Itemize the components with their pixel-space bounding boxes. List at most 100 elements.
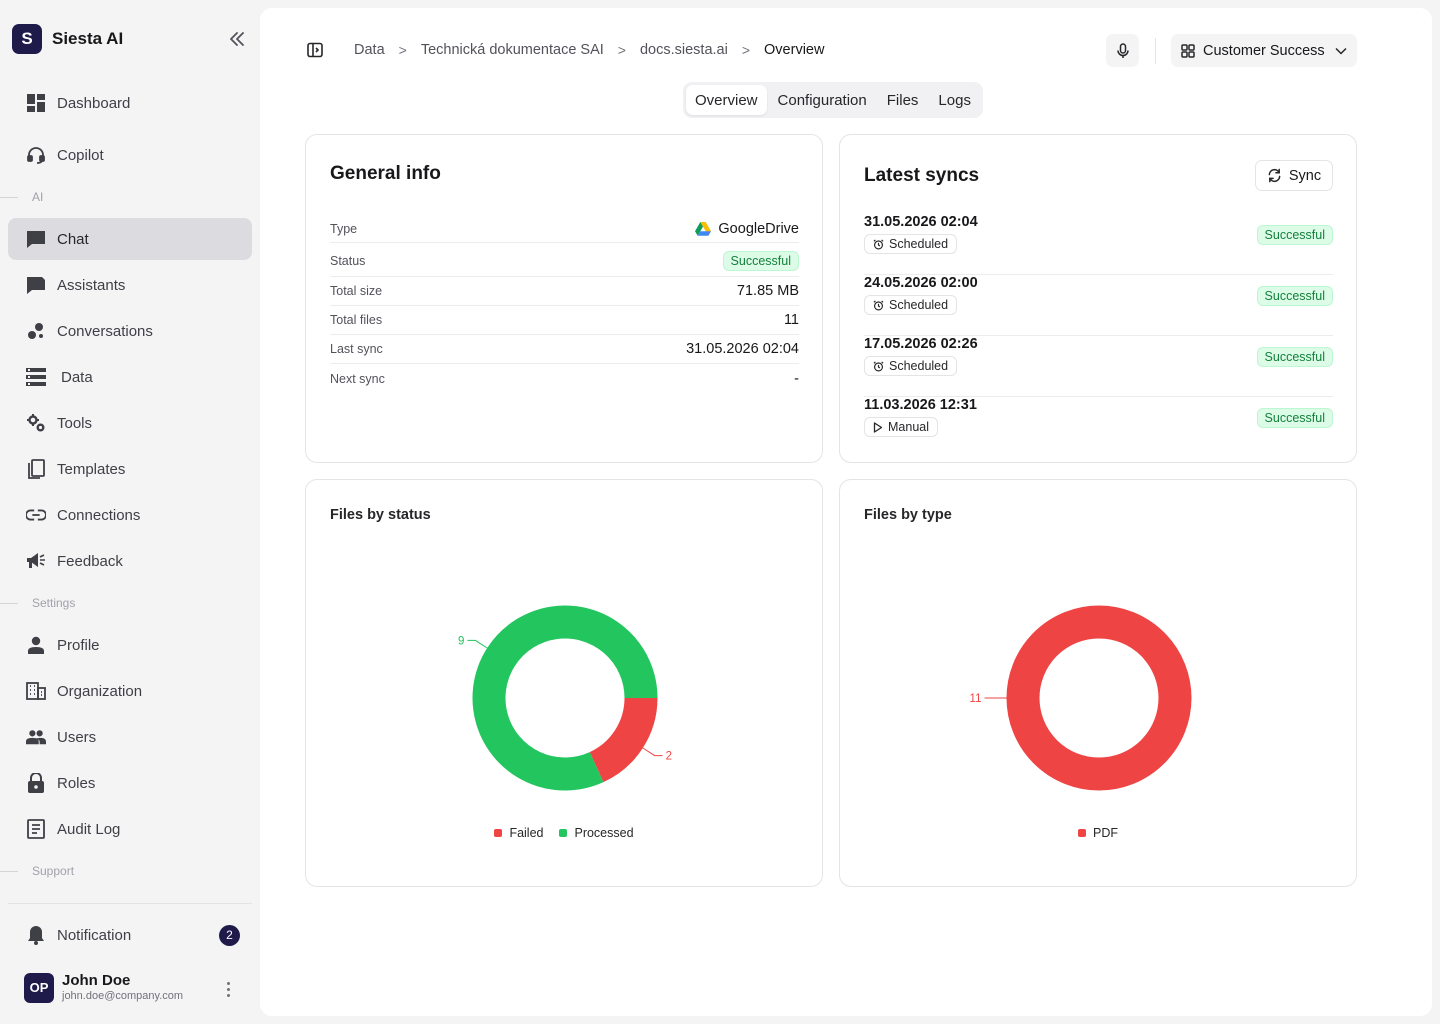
sidebar-item-label: Users — [57, 728, 97, 746]
grid-icon — [1181, 43, 1195, 58]
workspace-selector[interactable]: Customer Success — [1171, 34, 1357, 67]
sidebar-item-users[interactable]: Users — [8, 716, 252, 758]
breadcrumb-source[interactable]: docs.siesta.ai — [639, 42, 728, 58]
donut-slice-processed[interactable] — [472, 605, 658, 791]
main-panel: Data > Technická dokumentace SAI > docs.… — [260, 8, 1432, 1016]
donut-slice-failed[interactable] — [589, 697, 658, 783]
info-label: Status — [330, 253, 366, 268]
legend-swatch — [1078, 829, 1086, 837]
sidebar-item-label: Assistants — [57, 276, 126, 294]
breadcrumb-collection[interactable]: Technická dokumentace SAI — [420, 42, 604, 58]
chart-title: Files by status — [330, 507, 431, 523]
info-label: Next sync — [330, 371, 385, 386]
sync-date: 11.03.2026 12:31 — [864, 397, 977, 413]
play-icon — [873, 421, 883, 433]
sidebar-panel-icon — [307, 42, 323, 58]
sync-row: 17.05.2026 02:26 Scheduled Successful — [864, 336, 1333, 397]
google-drive-icon — [695, 221, 712, 236]
sidebar: S Siesta AI Dashboard Copilot AI Chat As… — [0, 0, 260, 1024]
tab-files[interactable]: Files — [886, 91, 919, 109]
sidebar-item-feedback[interactable]: Feedback — [8, 540, 252, 582]
chart-legend: Failed Processed — [306, 826, 822, 840]
flag-chat-icon — [26, 275, 46, 295]
sidebar-item-notification[interactable]: Notification 2 — [8, 914, 252, 956]
tab-overview[interactable]: Overview — [686, 85, 767, 115]
tab-configuration[interactable]: Configuration — [777, 91, 867, 109]
legend-label: PDF — [1093, 826, 1118, 840]
legend-label: Failed — [509, 826, 544, 840]
sidebar-item-dashboard[interactable]: Dashboard — [8, 82, 252, 124]
people-icon — [26, 727, 46, 747]
info-row-total-files: Total files 11 — [330, 306, 799, 335]
breadcrumb-data[interactable]: Data — [354, 42, 385, 58]
legend-item-pdf[interactable]: PDF — [1078, 826, 1118, 840]
microphone-button[interactable] — [1106, 34, 1139, 67]
sync-trigger-label: Scheduled — [889, 298, 949, 312]
section-label-support: Support — [0, 863, 260, 879]
person-icon — [26, 635, 46, 655]
bell-icon — [26, 925, 46, 945]
panel-toggle-button[interactable] — [306, 41, 324, 59]
sidebar-item-label: Copilot — [57, 146, 104, 164]
sync-date: 17.05.2026 02:26 — [864, 336, 978, 352]
microphone-icon — [1116, 42, 1129, 58]
sidebar-item-label: Data — [61, 368, 93, 386]
sync-row: 24.05.2026 02:00 Scheduled Successful — [864, 275, 1333, 336]
user-email: john.doe@company.com — [62, 990, 184, 1002]
legend-item-processed[interactable]: Processed — [559, 826, 634, 840]
breadcrumb: Data > Technická dokumentace SAI > docs.… — [306, 34, 824, 66]
bubbles-icon — [26, 321, 46, 341]
sidebar-item-profile[interactable]: Profile — [8, 624, 252, 666]
sidebar-item-data[interactable]: Data — [8, 356, 252, 398]
alarm-icon — [873, 238, 884, 249]
sidebar-item-conversations[interactable]: Conversations — [8, 310, 252, 352]
sidebar-item-copilot[interactable]: Copilot — [8, 134, 252, 176]
user-menu-button[interactable] — [218, 978, 238, 1000]
sidebar-item-tools[interactable]: Tools — [8, 402, 252, 444]
user-profile[interactable]: OP John Doe john.doe@company.com — [24, 972, 183, 1003]
double-chevron-left-icon — [230, 32, 244, 46]
user-name: John Doe — [62, 972, 131, 989]
sync-row: 11.03.2026 12:31 Manual Successful — [864, 397, 1333, 458]
data-label: 2 — [666, 751, 672, 763]
chat-icon — [26, 229, 46, 249]
info-label: Type — [330, 221, 358, 236]
info-label: Total files — [330, 313, 383, 327]
gears-icon — [26, 413, 46, 433]
collapse-sidebar-button[interactable] — [224, 28, 250, 50]
legend-swatch — [494, 829, 503, 837]
sync-button[interactable]: Sync — [1255, 160, 1333, 191]
sync-trigger-badge: Manual — [864, 417, 938, 437]
legend-item-failed[interactable]: Failed — [494, 826, 543, 840]
dashboard-icon — [26, 93, 46, 113]
sync-trigger-label: Manual — [888, 420, 929, 434]
files-by-type-donut-chart: 11 — [970, 605, 1192, 791]
data-label-leader — [642, 747, 663, 757]
brand[interactable]: S Siesta AI — [12, 24, 123, 54]
files-by-type-card: Files by type 11 PDF — [839, 479, 1357, 887]
sidebar-item-label: Audit Log — [57, 820, 121, 838]
breadcrumb-separator: > — [398, 42, 407, 58]
tab-bar: Overview Configuration Files Logs — [683, 82, 983, 118]
brand-name: Siesta AI — [52, 29, 124, 48]
sidebar-item-organization[interactable]: Organization — [8, 670, 252, 712]
tab-logs[interactable]: Logs — [938, 91, 971, 109]
sync-trigger-label: Scheduled — [889, 237, 949, 251]
status-badge: Successful — [1256, 225, 1333, 245]
kebab-dot — [226, 981, 230, 985]
avatar: OP — [24, 972, 54, 1003]
sync-button-label: Sync — [1288, 167, 1322, 184]
next-sync-value: - — [794, 370, 799, 387]
chart-title: Files by type — [864, 507, 952, 523]
building-icon — [26, 681, 46, 701]
sidebar-item-connections[interactable]: Connections — [8, 494, 252, 536]
sync-trigger-badge: Scheduled — [864, 234, 958, 254]
link-icon — [26, 505, 46, 525]
sidebar-item-roles[interactable]: Roles — [8, 762, 252, 804]
donut-slice-pdf[interactable] — [1006, 605, 1192, 791]
sidebar-item-templates[interactable]: Templates — [8, 448, 252, 490]
sidebar-item-chat[interactable]: Chat — [8, 218, 252, 260]
sidebar-item-label: Conversations — [57, 322, 153, 340]
sidebar-item-audit-log[interactable]: Audit Log — [8, 808, 252, 850]
sidebar-item-assistants[interactable]: Assistants — [8, 264, 252, 306]
